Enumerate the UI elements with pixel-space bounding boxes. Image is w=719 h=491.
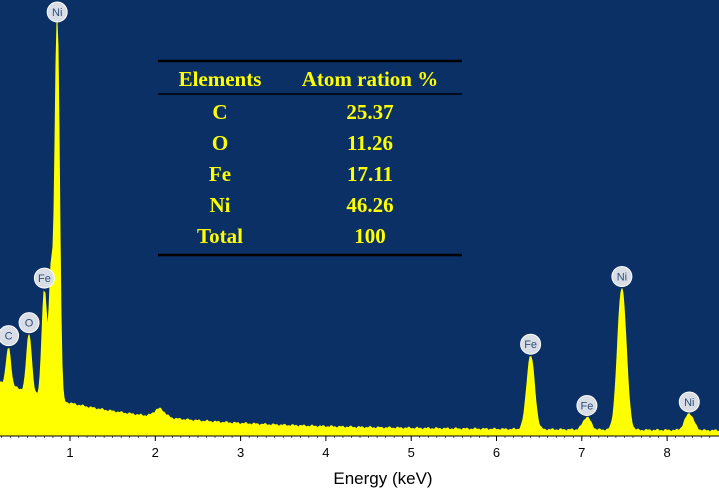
peak-label-fe: Fe xyxy=(33,267,55,289)
peak-label-badge xyxy=(33,267,55,289)
peak-label-badge xyxy=(18,312,40,334)
peak-label-text: O xyxy=(25,318,34,330)
table-value-cell: 46.26 xyxy=(346,193,393,217)
peak-label-text: Ni xyxy=(684,397,694,409)
peak-label-text: Fe xyxy=(524,339,537,351)
x-tick-label: 4 xyxy=(322,445,329,460)
table-element-cell: Total xyxy=(197,224,243,248)
table-element-cell: O xyxy=(212,131,228,155)
table-value-cell: 25.37 xyxy=(346,100,393,124)
peak-label-c: C xyxy=(0,325,20,347)
peak-label-badge xyxy=(576,394,598,416)
spectrum-series xyxy=(0,21,719,437)
table-value-cell: 11.26 xyxy=(347,131,393,155)
x-tick-label: 2 xyxy=(152,445,159,460)
peak-label-badge xyxy=(520,333,542,355)
peak-label-o: O xyxy=(18,312,40,334)
peak-label-text: C xyxy=(5,331,13,343)
x-axis-title: Energy (keV) xyxy=(333,469,432,488)
peak-label-ni: Ni xyxy=(678,391,700,413)
peak-label-ni: Ni xyxy=(611,266,633,288)
table-element-cell: Fe xyxy=(209,162,231,186)
table-element-cell: C xyxy=(212,100,227,124)
table-value-cell: 17.11 xyxy=(347,162,393,186)
peak-label-badge xyxy=(611,266,633,288)
x-axis-ticks: 1 2 3 4 5 6 7 8 xyxy=(1,436,711,460)
peak-label-text: Ni xyxy=(617,272,627,284)
peak-label-badge xyxy=(678,391,700,413)
table-element-cell: Ni xyxy=(210,193,231,217)
atom-ratio-table: Elements Atom ration % C 25.37 O 11.26 Fe 17.11… xyxy=(158,59,462,257)
peak-label-ni: Ni xyxy=(46,1,68,23)
x-tick-label: 7 xyxy=(578,445,585,460)
peak-label-badge xyxy=(46,1,68,23)
peak-label-badge xyxy=(0,325,20,347)
x-tick-label: 1 xyxy=(66,445,73,460)
x-tick-label: 8 xyxy=(663,445,670,460)
table-header-cell: Elements xyxy=(179,67,262,91)
table-value-cell: 100 xyxy=(354,224,386,248)
x-tick-label: 6 xyxy=(493,445,500,460)
plot-background xyxy=(0,0,719,436)
table-header-cell: Atom ration % xyxy=(302,67,438,91)
peak-label-text: Fe xyxy=(38,273,51,285)
x-tick-label: 3 xyxy=(237,445,244,460)
peak-label-fe: Fe xyxy=(576,394,598,416)
peak-label-text: Fe xyxy=(580,400,593,412)
peak-label-fe: Fe xyxy=(520,333,542,355)
x-tick-label: 5 xyxy=(408,445,415,460)
peak-label-text: Ni xyxy=(52,7,62,19)
spectrum-layer xyxy=(0,21,719,437)
